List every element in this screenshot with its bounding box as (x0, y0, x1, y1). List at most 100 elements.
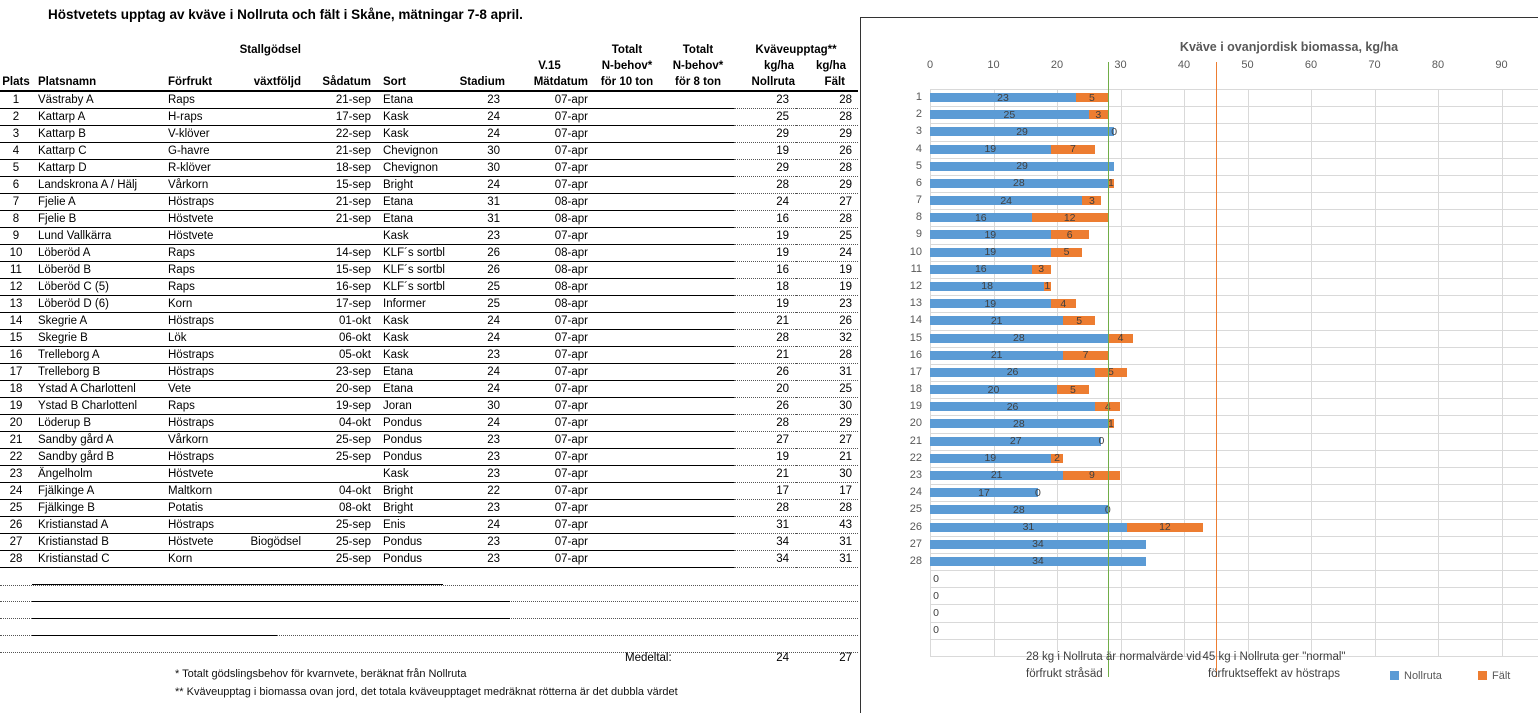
cell-nollruta: 27 (734, 432, 796, 449)
bar-label-falt: 0 (1098, 435, 1105, 448)
cell-nbehov-8 (662, 194, 734, 211)
gridline-horizontal (930, 415, 1538, 417)
cell-sadatum: 19-sep (304, 398, 374, 415)
cell-sadatum: 15-sep (304, 177, 374, 194)
cell-plats: 28 (0, 551, 32, 568)
cell-stadium: 26 (451, 262, 507, 279)
cell-stallgodsel (233, 313, 304, 330)
x-axis-tick: 20 (1050, 59, 1064, 71)
cell-falt: 28 (796, 160, 858, 177)
cell-matdatum: 08-apr (507, 194, 592, 211)
bar-label-falt: 3 (1095, 108, 1102, 121)
row-divider (32, 601, 510, 602)
empty-row (0, 601, 858, 619)
table-row: 28 Kristianstad C Korn 25-sep Pondus 23 07-apr… (0, 551, 858, 568)
cell-nbehov-10 (592, 432, 662, 449)
cell-nollruta: 28 (734, 330, 796, 347)
gridline-horizontal (930, 398, 1538, 400)
cell-platsnamn: Landskrona A / Hälj (32, 177, 163, 194)
cell-sadatum: 16-sep (304, 279, 374, 296)
cell-stallgodsel (233, 347, 304, 364)
cell-sadatum: 04-okt (304, 483, 374, 500)
bar-nollruta (930, 367, 1096, 377)
cell-plats: 24 (0, 483, 32, 500)
data-table-section: Höstvetets upptag av kväve i Nollruta oc… (0, 7, 858, 698)
cell-sort: Pondus (374, 432, 451, 449)
cell-plats: 18 (0, 381, 32, 398)
header-sort: Sort (383, 76, 406, 88)
cell-stallgodsel: Biogödsel (233, 534, 304, 551)
cell-nollruta: 34 (734, 551, 796, 568)
cell-stallgodsel (233, 449, 304, 466)
cell-sort: Kask (374, 466, 451, 483)
table-row: 9 Lund Vallkärra Höstvete Kask 23 07-apr 19 25 (0, 228, 858, 245)
gridline-horizontal (930, 260, 1538, 262)
gridline-horizontal (930, 621, 1538, 623)
cell-falt: 31 (796, 364, 858, 381)
cell-falt: 29 (796, 415, 858, 432)
cell-nbehov-8 (662, 364, 734, 381)
gridline-horizontal (930, 518, 1538, 520)
cell-stallgodsel (233, 109, 304, 126)
footnote-1: * Totalt gödslingsbehov för kvarnvete, b… (175, 668, 467, 680)
bar-falt (1088, 110, 1108, 120)
cell-nbehov-8 (662, 92, 734, 109)
x-axis-tick: 50 (1241, 59, 1254, 71)
cell-sort: Etana (374, 92, 451, 109)
bar-label-nollruta: 28 (1013, 503, 1025, 516)
cell-nollruta: 31 (734, 517, 796, 534)
table-row: 25 Fjälkinge B Potatis 08-okt Bright 23 07-apr… (0, 500, 858, 517)
bar-label-falt: 0 (1035, 486, 1041, 499)
bar-nollruta (930, 419, 1108, 429)
cell-sort: Joran (374, 398, 451, 415)
bar-label-falt: 3 (1038, 263, 1045, 276)
cell-stallgodsel (233, 296, 304, 313)
cell-sort: Pondus (374, 449, 451, 466)
table-row: 19 Ystad B Charlottenl Raps 19-sep Joran 30 07… (0, 398, 858, 415)
header-totalt-10: Totalt (611, 44, 643, 56)
cell-stallgodsel (233, 143, 304, 160)
gridline-horizontal (930, 604, 1538, 606)
header-kgha-nollruta: kg/ha (763, 60, 794, 72)
gridline-horizontal (930, 329, 1538, 331)
cell-platsnamn: Sandby gård B (32, 449, 163, 466)
table-row: 27 Kristianstad B Höstvete Biogödsel 25-sep P… (0, 534, 858, 551)
cell-platsnamn: Skegrie B (32, 330, 163, 347)
cell-nbehov-8 (662, 211, 734, 228)
annotation-line: förfruktseffekt av höstraps (1207, 667, 1341, 680)
cell-matdatum: 07-apr (507, 143, 592, 160)
category-label: 6 (915, 176, 922, 189)
cell-platsnamn: Fjälkinge B (32, 500, 163, 517)
cell-sadatum: 25-sep (304, 432, 374, 449)
cell-matdatum: 07-apr (507, 228, 592, 245)
x-axis-tick: 30 (1114, 59, 1127, 71)
gridline-horizontal (930, 157, 1538, 159)
bar-label-nollruta: 34 (1032, 538, 1044, 551)
category-label: 27 (909, 537, 922, 550)
table-row: 2 Kattarp A H-raps 17-sep Kask 24 07-apr 25 28 (0, 109, 858, 126)
cell-forfrukt: Raps (163, 92, 233, 109)
cell-plats: 7 (0, 194, 32, 211)
cell-stallgodsel (233, 177, 304, 194)
table-row: 16 Trelleborg A Höstraps 05-okt Kask 23 07-apr… (0, 347, 858, 364)
cell-sadatum: 21-sep (304, 211, 374, 228)
gridline-horizontal (930, 277, 1538, 279)
cell-nbehov-8 (662, 347, 734, 364)
cell-nbehov-10 (592, 483, 662, 500)
annotation-line: 45 kg i Nollruta ger "normal" (1202, 651, 1346, 663)
cell-matdatum: 07-apr (507, 534, 592, 551)
table-row: 13 Löberöd D (6) Korn 17-sep Informer 25 08-ap… (0, 296, 858, 313)
cell-matdatum: 07-apr (507, 109, 592, 126)
cell-forfrukt: Höstraps (163, 517, 233, 534)
category-label: 9 (915, 228, 922, 241)
cell-falt: 32 (796, 330, 858, 347)
legend-label-falt: Fält (1492, 670, 1511, 682)
bar-label-falt: 5 (1089, 91, 1095, 104)
bar-chart: Kväve i ovanjordisk biomassa, kg/ha 0 10 2… (860, 0, 1538, 713)
cell-nbehov-10 (592, 194, 662, 211)
cell-stadium: 24 (451, 517, 507, 534)
cell-nbehov-10 (592, 296, 662, 313)
cell-sort: Kask (374, 313, 451, 330)
cell-falt: 28 (796, 109, 858, 126)
cell-nbehov-10 (592, 517, 662, 534)
